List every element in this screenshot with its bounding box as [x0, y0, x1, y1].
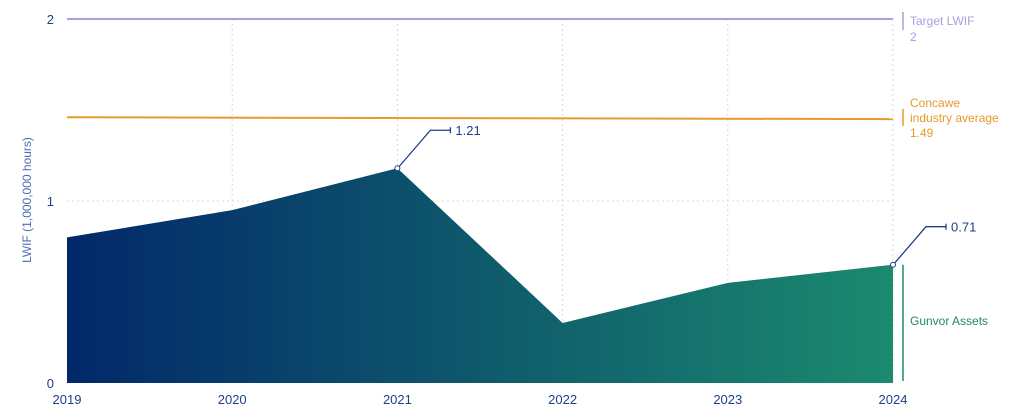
- gunvor-assets-area: [67, 168, 893, 383]
- data-point-marker: [394, 165, 401, 172]
- data-point-marker: [890, 261, 896, 268]
- x-tick-label: 2020: [218, 392, 247, 407]
- x-tick-label: 2019: [53, 392, 82, 407]
- data-label-leader: [396, 129, 451, 169]
- target-lwif-value: 2: [910, 30, 917, 44]
- series-label: Gunvor Assets: [910, 314, 988, 328]
- data-label-leader: [892, 226, 946, 266]
- concawe-label-line-2: industry average: [910, 111, 999, 125]
- x-tick-label: 2022: [548, 392, 577, 407]
- concawe-average-value: 1.49: [910, 126, 934, 140]
- data-label: 1.21: [455, 123, 480, 138]
- y-tick-label: 2: [47, 12, 54, 27]
- annotations: 1.21 0.71 Gunvor Assets: [394, 123, 988, 381]
- target-lwif-label: Target LWIF: [910, 14, 974, 28]
- y-tick-label: 1: [47, 194, 54, 209]
- y-axis-label: LWIF (1,000,000 hours): [20, 137, 34, 263]
- data-label: 0.71: [951, 220, 976, 235]
- concawe-average-line: [66, 116, 894, 121]
- x-tick-label: 2023: [713, 392, 742, 407]
- y-tick-label: 0: [47, 376, 54, 391]
- axis-ticks: 2019 2020 2021 2022 2023 2024 0 1 2: [47, 12, 908, 407]
- concawe-label-line-1: Concawe: [910, 96, 960, 110]
- x-tick-label: 2024: [879, 392, 908, 407]
- x-tick-label: 2021: [383, 392, 412, 407]
